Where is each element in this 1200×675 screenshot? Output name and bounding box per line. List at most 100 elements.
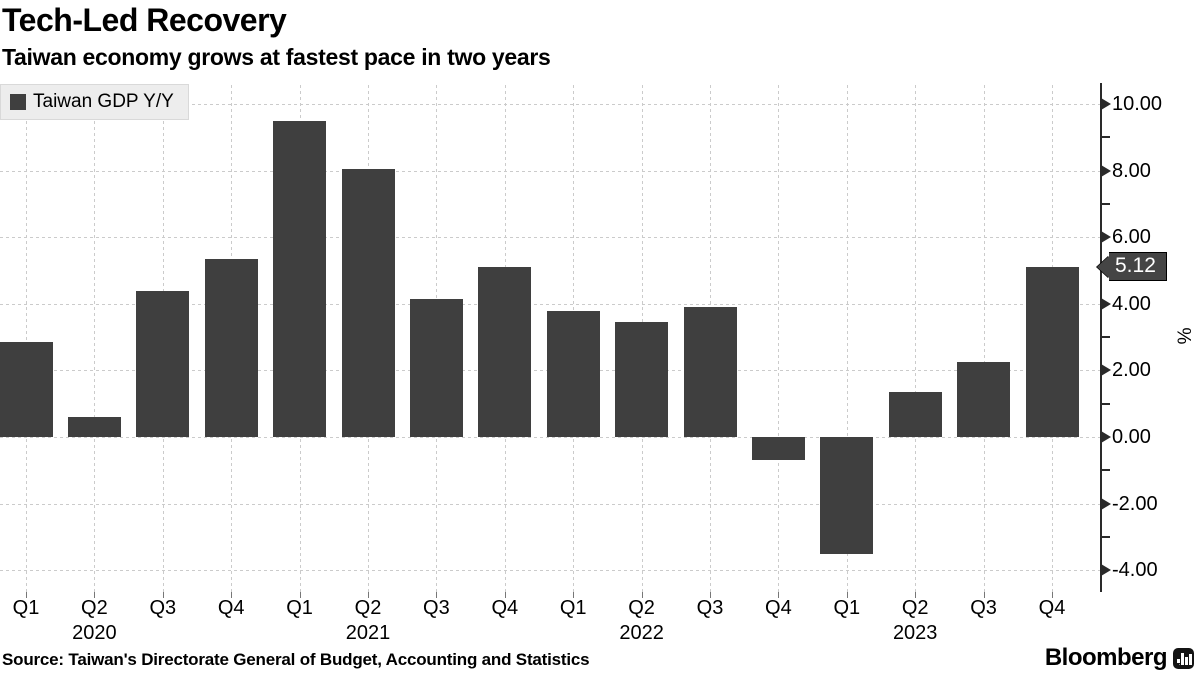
chart-title: Tech-Led Recovery <box>2 2 287 38</box>
gridline-vertical <box>915 85 917 592</box>
bar-q1-2021 <box>273 120 327 438</box>
x-axis-tick <box>915 592 917 598</box>
gridline-horizontal <box>0 570 1100 572</box>
bar-q3-2023 <box>957 362 1011 438</box>
x-tick-label: Q4 <box>1038 597 1066 619</box>
y-tick-arrow-icon <box>1101 364 1111 377</box>
x-tick-label: Q4 <box>765 597 792 619</box>
last-value-callout: 5.12 <box>1097 252 1167 282</box>
bloomberg-logo: Bloomberg <box>1045 644 1194 672</box>
bar-q4-2022 <box>751 437 805 461</box>
y-minor-tick <box>1102 402 1110 405</box>
x-axis-tick <box>299 592 301 598</box>
y-tick-label: 6.00 <box>1112 226 1151 249</box>
y-tick-arrow-icon <box>1101 564 1111 577</box>
gridline-horizontal <box>0 437 1100 439</box>
gridline-horizontal <box>0 170 1100 172</box>
x-axis-tick <box>368 592 369 598</box>
gridline-horizontal <box>0 503 1100 505</box>
year-label: 2020 <box>72 622 117 644</box>
x-tick-label: Q1 <box>12 597 40 619</box>
y-tick-label: 4.00 <box>1112 292 1151 315</box>
bar-q4-2021 <box>478 267 532 438</box>
x-axis-tick <box>573 592 575 598</box>
x-axis-tick <box>231 592 233 598</box>
gridline-horizontal <box>0 303 1100 305</box>
gridline-vertical <box>778 85 780 592</box>
y-tick-label: 2.00 <box>1112 359 1151 382</box>
x-tick-label: Q3 <box>149 597 177 619</box>
bar-q2-2020 <box>67 417 121 438</box>
bar-q2-2022 <box>615 322 669 438</box>
x-tick-label: Q2 <box>901 597 929 619</box>
x-axis-tick <box>504 592 506 598</box>
y-minor-tick <box>1102 336 1110 339</box>
year-label: 2022 <box>619 622 664 644</box>
bar-q3-2021 <box>409 298 463 438</box>
x-tick-label: Q1 <box>559 597 587 619</box>
y-tick-arrow-icon <box>1101 497 1111 510</box>
gridline-vertical <box>26 85 27 592</box>
x-axis-tick <box>162 592 164 598</box>
y-tick-label: 10.00 <box>1112 92 1163 115</box>
y-tick-label: 8.00 <box>1112 159 1151 182</box>
bar-q2-2023 <box>888 392 942 438</box>
gridline-vertical <box>846 85 848 592</box>
y-tick-arrow-icon <box>1101 97 1111 110</box>
x-axis-tick <box>94 592 96 598</box>
y-tick-arrow-icon <box>1101 164 1111 177</box>
legend-label: Taiwan GDP Y/Y <box>33 91 174 112</box>
bar-q3-2022 <box>683 307 737 438</box>
gridline-horizontal <box>0 103 1100 105</box>
x-tick-label: Q4 <box>491 597 519 619</box>
y-minor-tick <box>1102 469 1110 472</box>
y-tick-label: 0.00 <box>1112 426 1151 449</box>
x-tick-label: Q1 <box>286 597 313 619</box>
x-tick-label: Q4 <box>217 597 245 619</box>
x-axis-tick <box>641 592 643 598</box>
bar-q2-2021 <box>341 168 395 438</box>
bar-q4-2023 <box>1025 266 1079 438</box>
y-minor-tick <box>1102 136 1110 139</box>
year-label: 2021 <box>345 622 391 644</box>
bar-q1-2023 <box>820 437 874 554</box>
legend-swatch-icon <box>10 94 26 110</box>
x-tick-label: Q3 <box>696 597 724 619</box>
gridline-vertical <box>983 85 985 592</box>
x-axis-tick <box>1052 592 1053 598</box>
y-minor-tick <box>1102 536 1110 539</box>
bar-q4-2020 <box>204 258 258 438</box>
x-tick-label: Q3 <box>423 597 450 619</box>
callout-arrow-icon <box>1097 255 1109 278</box>
y-tick-arrow-icon <box>1101 297 1111 310</box>
year-label: 2023 <box>892 622 938 644</box>
x-axis-tick <box>26 592 27 598</box>
x-axis-tick <box>436 592 438 598</box>
y-axis: 10.00 8.00 6.00 4.00 2.00 0.00 -2.00 -4.00% 5.12 <box>1097 83 1200 592</box>
plot-area: Q1 Q2 Q3 Q4 Q1 Q2 Q3 Q4 Q1 Q2 Q3 Q4 Q1 Q2 Q3 Q4 2020 2021… <box>0 85 1100 644</box>
bar-q1-2022 <box>546 310 600 438</box>
y-axis-line <box>1100 83 1102 592</box>
gridline-horizontal <box>0 237 1100 239</box>
bloomberg-wordmark: Bloomberg <box>1044 644 1168 671</box>
x-axis-tick <box>710 592 711 598</box>
x-axis-tick <box>846 592 848 598</box>
legend: Taiwan GDP Y/Y <box>0 84 189 120</box>
bloomberg-chart-icon <box>1173 647 1194 669</box>
source-note: Source: Taiwan's Directorate General of … <box>2 650 590 669</box>
x-tick-label: Q2 <box>354 597 382 619</box>
y-minor-tick <box>1102 202 1110 205</box>
x-tick-label: Q2 <box>628 597 655 619</box>
x-tick-label: Q2 <box>81 597 108 619</box>
gridline-vertical <box>94 85 96 592</box>
bar-q1-2020 <box>0 342 53 438</box>
x-axis-tick <box>983 592 985 598</box>
x-axis-tick <box>778 592 780 598</box>
y-tick-label: -2.00 <box>1112 492 1158 515</box>
x-tick-label: Q1 <box>833 597 861 619</box>
y-axis-unit-label: % <box>1172 327 1194 345</box>
chart-subtitle: Taiwan economy grows at fastest pace in … <box>2 44 551 70</box>
y-tick-arrow-icon <box>1101 231 1111 244</box>
x-tick-label: Q3 <box>970 597 997 619</box>
